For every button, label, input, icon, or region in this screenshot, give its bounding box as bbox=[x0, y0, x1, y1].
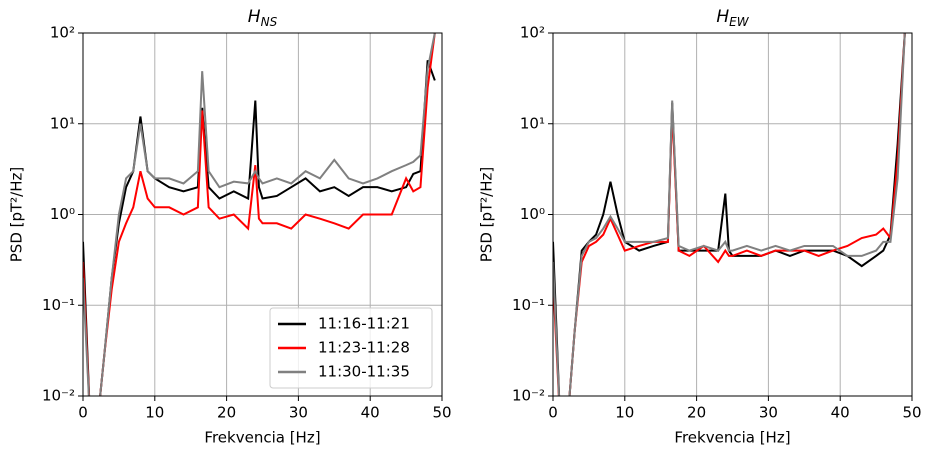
series-line bbox=[83, 33, 436, 396]
subplot: 0 10 20 30 40 50 10⁻² 10⁻¹ 10⁰ 10¹ 10² HEW Frekvenci… bbox=[478, 7, 922, 447]
y-tick-label: 10² bbox=[520, 24, 545, 42]
chart-title: HEW bbox=[716, 7, 749, 29]
y-tick-label: 10² bbox=[50, 24, 75, 42]
subplot: 0 10 20 30 40 50 10⁻² 10⁻¹ 10⁰ 10¹ 10² HNS Frekvenci… bbox=[8, 7, 452, 447]
series-line bbox=[553, 33, 906, 396]
series-line bbox=[553, 33, 906, 396]
x-tick-label: 30 bbox=[759, 404, 778, 422]
title-sub: NS bbox=[261, 15, 278, 29]
axes-frame bbox=[552, 32, 913, 397]
legend-label: 11:16-11:21 bbox=[318, 315, 410, 333]
y-axis-label: PSD [pT²/Hz] bbox=[8, 167, 26, 263]
x-axis-label: Frekvencia [Hz] bbox=[204, 429, 320, 447]
x-axis-label: Frekvencia [Hz] bbox=[674, 429, 790, 447]
y-tick-label: 10⁰ bbox=[520, 205, 545, 223]
series-line bbox=[83, 59, 436, 396]
legend-label: 11:30-11:35 bbox=[318, 363, 410, 381]
y-tick-label: 10¹ bbox=[50, 114, 75, 132]
title-main: H bbox=[716, 7, 729, 27]
x-tick-label: 30 bbox=[289, 404, 308, 422]
x-tick-label: 20 bbox=[217, 404, 236, 422]
y-tick-label: 10⁻¹ bbox=[42, 296, 75, 314]
series-line bbox=[553, 33, 906, 396]
x-tick-label: 20 bbox=[687, 404, 706, 422]
title-sub: EW bbox=[729, 15, 750, 29]
y-axis-label: PSD [pT²/Hz] bbox=[478, 167, 496, 263]
x-tick-label: 0 bbox=[78, 404, 88, 422]
axes-frame bbox=[82, 32, 443, 397]
title-main: H bbox=[248, 7, 261, 27]
x-tick-label: 40 bbox=[361, 404, 380, 422]
y-tick-label: 10⁻¹ bbox=[512, 296, 545, 314]
y-tick-label: 10¹ bbox=[520, 114, 545, 132]
x-tick-label: 50 bbox=[432, 404, 451, 422]
x-tick-label: 10 bbox=[615, 404, 634, 422]
x-tick-label: 40 bbox=[831, 404, 850, 422]
x-tick-label: 0 bbox=[548, 404, 558, 422]
legend-frame bbox=[269, 307, 433, 389]
x-tick-label: 50 bbox=[902, 404, 921, 422]
legend-label: 11:23-11:28 bbox=[318, 339, 410, 357]
y-tick-label: 10⁰ bbox=[50, 205, 75, 223]
chart-title: HNS bbox=[248, 7, 278, 29]
x-tick-label: 10 bbox=[145, 404, 164, 422]
y-tick-label: 10⁻² bbox=[512, 387, 545, 405]
series-line bbox=[83, 33, 436, 396]
legend: 11:16-11:21 11:23-11:28 11:30-11:35 bbox=[269, 307, 433, 389]
y-tick-label: 10⁻² bbox=[42, 387, 75, 405]
